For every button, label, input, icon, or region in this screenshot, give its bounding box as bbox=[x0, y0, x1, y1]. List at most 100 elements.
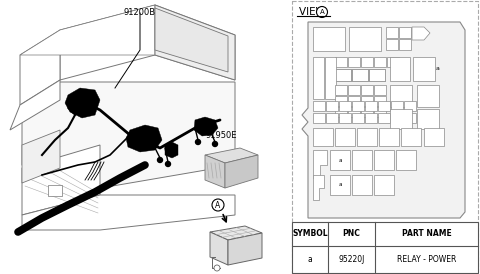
Bar bbox=[374, 57, 386, 67]
Bar bbox=[339, 101, 351, 111]
Bar bbox=[339, 113, 351, 123]
Text: a: a bbox=[338, 182, 342, 187]
Polygon shape bbox=[60, 5, 235, 80]
Bar bbox=[352, 101, 364, 111]
Bar bbox=[335, 128, 355, 146]
Text: RELAY - POWER: RELAY - POWER bbox=[397, 255, 456, 264]
Polygon shape bbox=[20, 30, 60, 105]
Bar bbox=[404, 101, 416, 111]
Bar bbox=[424, 128, 444, 146]
Bar bbox=[348, 96, 360, 106]
Polygon shape bbox=[22, 195, 235, 230]
Bar bbox=[417, 85, 439, 107]
Polygon shape bbox=[22, 82, 235, 195]
Bar bbox=[387, 57, 399, 67]
Bar bbox=[361, 57, 373, 67]
Polygon shape bbox=[210, 232, 228, 265]
Bar bbox=[386, 39, 398, 50]
Bar bbox=[391, 101, 403, 111]
Text: SYMBOL: SYMBOL bbox=[292, 230, 328, 238]
Bar bbox=[361, 96, 373, 106]
Text: a: a bbox=[436, 65, 440, 70]
Polygon shape bbox=[194, 117, 218, 136]
Bar bbox=[325, 57, 336, 99]
Bar bbox=[352, 113, 364, 123]
Bar bbox=[361, 107, 373, 117]
Text: a: a bbox=[338, 158, 342, 162]
Polygon shape bbox=[165, 142, 178, 158]
Bar bbox=[361, 85, 373, 95]
Circle shape bbox=[166, 161, 170, 167]
Text: PNC: PNC bbox=[343, 230, 360, 238]
Bar bbox=[386, 27, 398, 38]
Bar bbox=[369, 69, 385, 81]
Circle shape bbox=[212, 199, 224, 211]
Bar bbox=[335, 57, 347, 67]
Bar bbox=[292, 222, 478, 273]
Polygon shape bbox=[225, 155, 258, 188]
Polygon shape bbox=[155, 5, 235, 80]
Bar bbox=[390, 57, 410, 81]
Polygon shape bbox=[20, 5, 155, 55]
Bar bbox=[391, 113, 403, 123]
Bar bbox=[313, 113, 325, 123]
Polygon shape bbox=[302, 22, 465, 218]
Bar bbox=[349, 27, 381, 51]
Polygon shape bbox=[313, 175, 324, 200]
Bar bbox=[390, 109, 412, 129]
Text: A: A bbox=[320, 9, 324, 15]
Bar bbox=[365, 113, 377, 123]
Polygon shape bbox=[155, 8, 228, 72]
Bar bbox=[374, 96, 386, 106]
Bar bbox=[352, 69, 368, 81]
Bar bbox=[399, 27, 411, 38]
Bar bbox=[374, 150, 394, 170]
Bar bbox=[313, 27, 345, 51]
Bar bbox=[390, 85, 412, 107]
Circle shape bbox=[316, 7, 327, 18]
Text: 91200B: 91200B bbox=[124, 8, 156, 17]
Circle shape bbox=[213, 141, 217, 147]
Bar bbox=[378, 113, 390, 123]
Bar bbox=[348, 85, 360, 95]
Bar bbox=[335, 96, 347, 106]
Bar bbox=[352, 175, 372, 195]
Bar bbox=[379, 128, 399, 146]
Polygon shape bbox=[65, 88, 100, 118]
Text: 95220J: 95220J bbox=[338, 255, 365, 264]
Bar bbox=[335, 107, 347, 117]
Bar bbox=[365, 101, 377, 111]
Bar bbox=[313, 101, 325, 111]
Polygon shape bbox=[228, 233, 262, 265]
Circle shape bbox=[157, 158, 163, 162]
Bar bbox=[335, 69, 351, 81]
Bar bbox=[378, 101, 390, 111]
Text: PART NAME: PART NAME bbox=[402, 230, 451, 238]
Bar bbox=[417, 109, 439, 129]
Bar bbox=[352, 150, 372, 170]
Bar bbox=[330, 150, 350, 170]
Bar bbox=[357, 128, 377, 146]
Bar bbox=[326, 113, 338, 123]
Text: 91950E: 91950E bbox=[205, 130, 237, 139]
Bar bbox=[369, 69, 385, 81]
Bar bbox=[352, 69, 368, 81]
Bar bbox=[348, 57, 360, 67]
Bar bbox=[330, 175, 350, 195]
Text: a: a bbox=[308, 255, 312, 264]
Text: A: A bbox=[216, 201, 221, 210]
Polygon shape bbox=[205, 148, 258, 163]
Bar bbox=[401, 128, 421, 146]
Bar bbox=[374, 107, 386, 117]
Bar bbox=[326, 101, 338, 111]
Polygon shape bbox=[205, 155, 225, 188]
Polygon shape bbox=[22, 130, 60, 183]
Bar bbox=[374, 85, 386, 95]
Bar bbox=[292, 1, 478, 273]
Circle shape bbox=[214, 265, 220, 271]
Bar bbox=[374, 175, 394, 195]
Bar bbox=[313, 128, 333, 146]
Bar bbox=[396, 150, 416, 170]
Bar bbox=[399, 39, 411, 50]
Bar bbox=[313, 57, 324, 99]
